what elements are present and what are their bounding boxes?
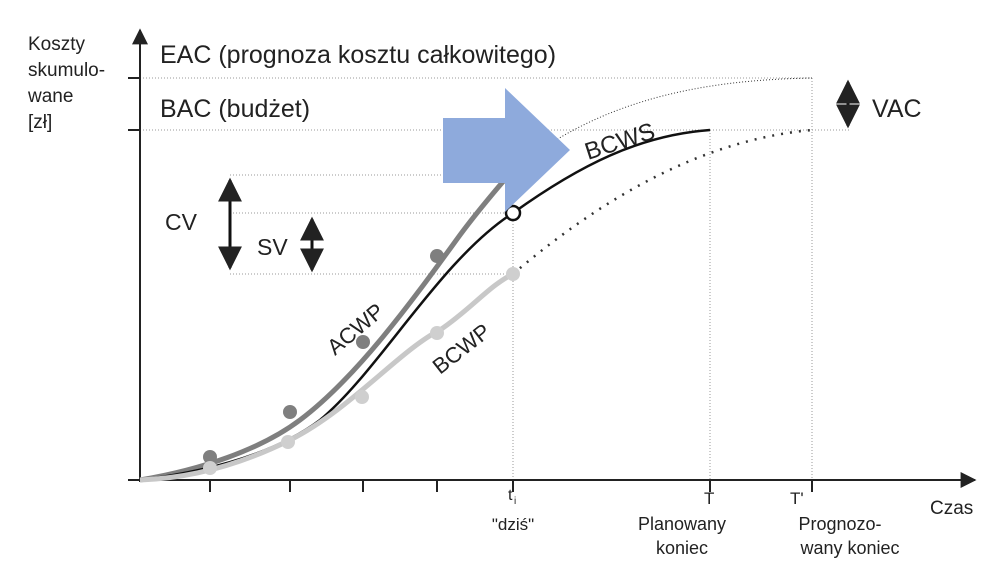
y-axis-label: [zł] <box>28 112 52 133</box>
highlight-arrow <box>443 88 570 212</box>
bcwp-points <box>203 267 520 475</box>
planned-end-label: Planowany <box>638 514 726 534</box>
bac-label: BAC (budżet) <box>160 95 310 123</box>
today-symbol: t <box>508 487 513 504</box>
y-axis-label: skumulo- <box>28 60 105 81</box>
axes <box>128 28 977 492</box>
acwp-points <box>203 249 444 464</box>
guides <box>140 77 850 480</box>
acwp-label: ACWP <box>322 298 389 360</box>
today-subscript: i <box>514 496 516 507</box>
x-axis-label: Czas <box>930 498 973 519</box>
bcwp-forecast <box>512 128 813 275</box>
bcwp-curve <box>139 271 515 483</box>
measure-arrows <box>218 79 860 273</box>
forecast-end-symbol: T' <box>790 489 804 508</box>
forecast-end-label: Prognozo- <box>798 514 881 534</box>
curves <box>139 77 813 483</box>
y-axis-label: wane <box>27 86 73 107</box>
eac-label: EAC (prognoza kosztu całkowitego) <box>160 41 556 69</box>
planned-end-symbol: T <box>704 489 714 508</box>
sv-label: SV <box>257 234 288 260</box>
cv-label: CV <box>165 209 198 235</box>
acwp-curve <box>139 168 515 483</box>
forecast-end-label: wany koniec <box>799 538 899 558</box>
vac-label: VAC <box>872 95 922 123</box>
y-axis-label: Koszty <box>28 34 86 55</box>
today-label: "dziś" <box>492 515 534 534</box>
bcws-curve <box>139 128 711 482</box>
bcws-label: BCWS <box>582 118 659 166</box>
today-point <box>504 204 522 222</box>
planned-end-label: koniec <box>656 538 708 558</box>
